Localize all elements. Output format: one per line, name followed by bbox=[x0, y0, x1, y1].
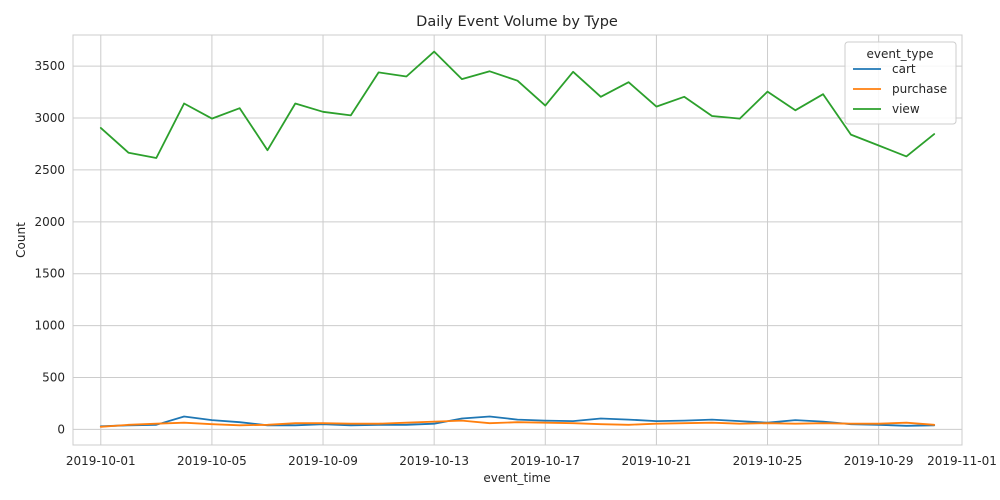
y-tick-label: 3500 bbox=[34, 59, 65, 73]
x-tick-labels: 2019-10-01 2019-10-05 2019-10-09 2019-10-13… bbox=[66, 454, 997, 468]
y-tick-label: 3000 bbox=[34, 111, 65, 125]
plot-area bbox=[72, 34, 963, 446]
series-line-view bbox=[99, 50, 936, 159]
series-line-purchase bbox=[99, 419, 936, 428]
x-tick-label: 2019-10-21 bbox=[622, 454, 692, 468]
legend-label-purchase: purchase bbox=[892, 82, 947, 96]
series-lines bbox=[99, 50, 936, 428]
legend-label-view: view bbox=[892, 102, 920, 116]
y-tick-label: 0 bbox=[57, 422, 65, 436]
chart-title: Daily Event Volume by Type bbox=[416, 14, 618, 30]
y-tick-label: 1500 bbox=[34, 267, 65, 281]
y-gridlines bbox=[73, 65, 962, 430]
x-tick-label: 2019-10-01 bbox=[66, 454, 136, 468]
y-axis-label: Count bbox=[14, 222, 28, 258]
y-tick-label: 2500 bbox=[34, 163, 65, 177]
series-line-cart bbox=[99, 415, 936, 428]
x-tick-label: 2019-10-09 bbox=[288, 454, 358, 468]
y-tick-label: 1000 bbox=[34, 319, 65, 333]
x-axis-label: event_time bbox=[483, 471, 550, 485]
x-tick-label: 2019-10-05 bbox=[177, 454, 247, 468]
y-tick-label: 500 bbox=[42, 371, 65, 385]
x-tick-label: 2019-11-01 bbox=[927, 454, 997, 468]
y-tick-label: 2000 bbox=[34, 215, 65, 229]
legend: event_type cart purchase view bbox=[844, 41, 957, 125]
legend-items: cart purchase view bbox=[853, 62, 947, 116]
x-tick-label: 2019-10-17 bbox=[510, 454, 580, 468]
x-tick-label: 2019-10-25 bbox=[733, 454, 803, 468]
x-tick-label: 2019-10-13 bbox=[399, 454, 469, 468]
y-tick-labels: 0 500 1000 1500 2000 2500 3000 3500 bbox=[34, 59, 65, 436]
legend-box bbox=[844, 41, 957, 125]
legend-title: event_type bbox=[867, 47, 934, 61]
x-tick-label: 2019-10-29 bbox=[844, 454, 914, 468]
legend-label-cart: cart bbox=[892, 62, 916, 76]
